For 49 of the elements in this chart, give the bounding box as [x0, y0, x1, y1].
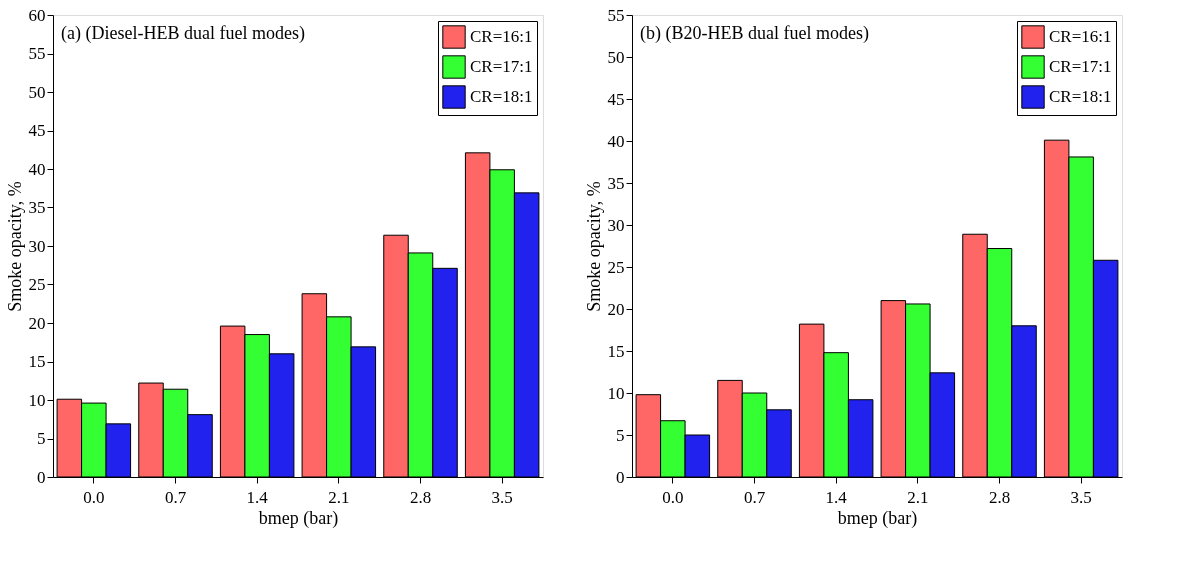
y-tick-label: 10	[28, 390, 46, 410]
y-tick-label: 40	[28, 159, 46, 179]
y-tick-label: 45	[28, 121, 46, 140]
y-tick-label: 0	[616, 467, 625, 487]
y-tick-label: 55	[607, 5, 625, 25]
y-tick-label: 35	[28, 198, 46, 217]
x-tick-label: 0.0	[662, 487, 684, 507]
y-tick-label: 15	[607, 341, 625, 361]
y-tick-label: 30	[607, 215, 625, 235]
y-tick-label: 45	[607, 89, 625, 109]
x-tick-label: 2.1	[328, 487, 350, 507]
y-tick-label: 25	[607, 257, 625, 277]
legend-label: CR=17:1	[470, 57, 533, 76]
y-tick-label: 50	[607, 47, 625, 67]
y-tick-label: 20	[607, 299, 625, 319]
y-tick-label: 50	[28, 82, 46, 102]
y-tick-label: 30	[28, 236, 46, 256]
y-axis-title: Smoke opacity, %	[583, 181, 604, 312]
y-tick-label: 60	[28, 5, 46, 25]
annotation: (b) (B20-HEB dual fuel modes)	[640, 23, 869, 44]
y-tick-label: 5	[616, 425, 625, 445]
y-tick-label: 10	[607, 383, 625, 403]
y-tick-label: 35	[607, 173, 625, 193]
legend-label: CR=18:1	[470, 87, 533, 106]
x-tick-label: 2.8	[988, 487, 1011, 507]
x-tick-label: 3.5	[1070, 487, 1092, 507]
y-tick-label: 25	[28, 275, 46, 294]
annotation: (a) (Diesel-HEB dual fuel modes)	[61, 23, 305, 44]
x-tick-label: 0.0	[83, 487, 105, 507]
x-axis-title: bmep (bar)	[837, 507, 918, 529]
legend-label: CR=18:1	[1049, 87, 1112, 106]
x-axis-title: bmep (bar)	[258, 507, 339, 529]
legend-label: CR=17:1	[1049, 57, 1112, 76]
y-tick-label: 20	[28, 313, 46, 333]
x-tick-label: 0.7	[743, 487, 766, 507]
x-tick-label: 2.1	[907, 487, 929, 507]
x-tick-label: 1.4	[246, 487, 269, 507]
y-tick-label: 55	[28, 44, 46, 63]
legend-label: CR=16:1	[470, 27, 533, 46]
x-tick-label: 0.7	[164, 487, 187, 507]
x-tick-label: 1.4	[825, 487, 848, 507]
x-tick-label: 3.5	[491, 487, 513, 507]
y-tick-label: 40	[607, 131, 625, 151]
y-tick-label: 5	[37, 429, 46, 448]
y-tick-label: 0	[37, 467, 46, 487]
x-tick-label: 2.8	[409, 487, 432, 507]
legend-label: CR=16:1	[1049, 27, 1112, 46]
y-axis-title: Smoke opacity, %	[4, 181, 25, 312]
y-tick-label: 15	[28, 352, 46, 371]
